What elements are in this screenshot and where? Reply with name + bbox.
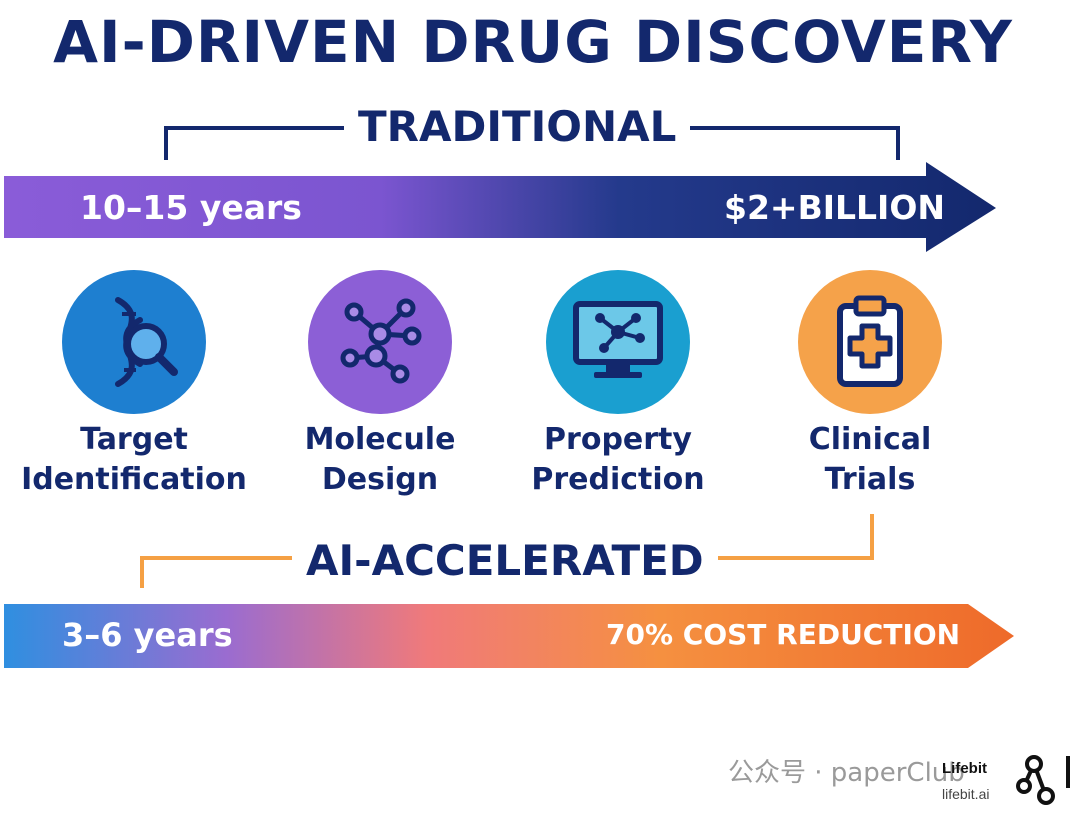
brand-name: Lifebit: [942, 760, 987, 777]
step-label: Molecule Design: [250, 420, 510, 500]
brand-url: lifebit.ai: [942, 786, 990, 802]
step-label-line2: Prediction: [531, 462, 705, 497]
lifebit-logo-icon: [1016, 755, 1070, 805]
step-label-line1: Target: [80, 422, 188, 457]
traditional-cost: $2+BILLION: [724, 188, 946, 227]
watermark-text: 公众号 · paperClub: [728, 758, 965, 788]
clipboard-medical-icon: [837, 295, 903, 387]
step-label-line1: Property: [544, 422, 692, 457]
step-label-line2: Design: [321, 462, 439, 497]
dna-magnifier-icon: [115, 297, 178, 387]
step-clinical-trials: Clinical Trials: [740, 270, 1000, 500]
step-label: Clinical Trials: [740, 420, 1000, 500]
step-molecule-design: Molecule Design: [250, 270, 510, 500]
accelerated-duration: 3–6 years: [62, 616, 233, 654]
traditional-duration: 10–15 years: [80, 188, 302, 227]
molecule-icon: [340, 298, 422, 384]
page-title: AI-DRIVEN DRUG DISCOVERY: [53, 8, 1013, 76]
step-label-line1: Molecule: [304, 422, 456, 457]
step-label-line2: Identification: [21, 462, 247, 497]
traditional-label: TRADITIONAL: [344, 102, 691, 152]
traditional-arrow: [4, 162, 996, 252]
brand-logo: Lifebit lifebit.ai: [942, 755, 1070, 814]
step-label: Target Identification: [4, 420, 264, 500]
step-label: Property Prediction: [488, 420, 748, 500]
step-label-line1: Clinical: [808, 422, 932, 457]
monitor-molecule-icon: [573, 301, 663, 378]
step-icon-circle: [62, 270, 206, 414]
accelerated-label: AI-ACCELERATED: [292, 536, 718, 586]
step-icon-circle: [798, 270, 942, 414]
accelerated-arrow: [4, 604, 1014, 668]
step-target-identification: Target Identification: [4, 270, 264, 500]
step-icon-circle: [546, 270, 690, 414]
step-property-prediction: Property Prediction: [488, 270, 748, 500]
accelerated-cost: 70% COST REDUCTION: [606, 618, 961, 651]
step-label-line2: Trials: [824, 462, 916, 497]
step-icon-circle: [308, 270, 452, 414]
